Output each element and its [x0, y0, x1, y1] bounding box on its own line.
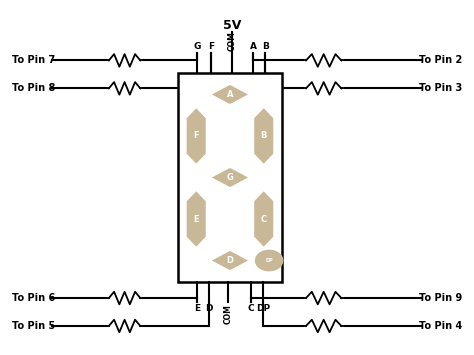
Text: C: C [248, 304, 255, 313]
Polygon shape [212, 168, 248, 187]
Text: DP: DP [255, 304, 270, 313]
Polygon shape [254, 191, 273, 247]
Circle shape [255, 250, 283, 271]
Text: F: F [193, 131, 199, 141]
Text: To Pin 7: To Pin 7 [12, 55, 55, 65]
Polygon shape [212, 251, 248, 270]
Text: C: C [261, 214, 267, 224]
Text: A: A [250, 42, 257, 51]
Text: To Pin 5: To Pin 5 [12, 321, 55, 331]
Text: To Pin 8: To Pin 8 [12, 83, 55, 93]
Text: B: B [261, 131, 267, 141]
Polygon shape [187, 191, 206, 247]
Text: To Pin 4: To Pin 4 [419, 321, 462, 331]
Text: To Pin 6: To Pin 6 [12, 293, 55, 303]
Text: B: B [262, 42, 269, 51]
Text: G: G [227, 173, 233, 182]
Text: 5V: 5V [223, 18, 242, 32]
Polygon shape [212, 85, 248, 104]
Text: E: E [194, 304, 200, 313]
Text: G: G [193, 42, 201, 51]
Polygon shape [254, 108, 273, 164]
Text: D: D [227, 256, 234, 265]
Polygon shape [187, 108, 206, 164]
Text: To Pin 2: To Pin 2 [419, 55, 462, 65]
Text: To Pin 3: To Pin 3 [419, 83, 462, 93]
Text: DP: DP [265, 258, 273, 263]
Text: D: D [205, 304, 213, 313]
Text: COM: COM [228, 31, 237, 51]
Text: COM: COM [223, 304, 232, 324]
Text: F: F [208, 42, 214, 51]
Text: A: A [227, 90, 233, 99]
Bar [178, 73, 282, 282]
Text: E: E [193, 214, 199, 224]
Text: To Pin 9: To Pin 9 [419, 293, 462, 303]
